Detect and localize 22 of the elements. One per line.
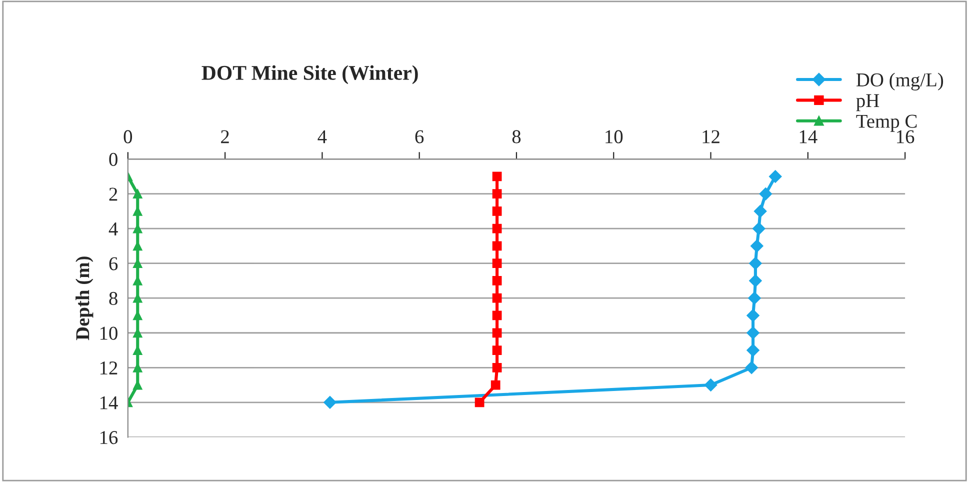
legend-label: DO (mg/L) xyxy=(856,72,944,90)
x-tick-label: 10 xyxy=(606,130,623,144)
y-tick-label: 10 xyxy=(100,326,118,340)
y-axis-title: Depth (m) xyxy=(76,256,94,340)
y-tick-label: 0 xyxy=(109,152,118,166)
x-tick-label: 2 xyxy=(221,130,229,144)
y-tick-label: 6 xyxy=(109,257,118,270)
x-tick-label: 6 xyxy=(415,130,424,144)
y-tick-label: 2 xyxy=(109,188,118,201)
y-tick-label: 8 xyxy=(109,292,118,306)
x-tick-label: 12 xyxy=(702,130,720,144)
x-tick-label: 14 xyxy=(800,130,818,144)
y-tick-label: 4 xyxy=(108,222,118,236)
x-tick-label: 4 xyxy=(318,130,327,144)
y-tick-label: 12 xyxy=(100,362,118,374)
legend-label: pH xyxy=(856,94,880,112)
y-tick-label: 16 xyxy=(100,431,118,444)
chart-title: DOT Mine Site (Winter) xyxy=(202,65,418,84)
x-tick-label: 0 xyxy=(124,130,132,144)
x-tick-label: 8 xyxy=(512,130,521,144)
y-tick-label: 14 xyxy=(100,396,118,410)
x-tick-label: 16 xyxy=(897,130,914,144)
